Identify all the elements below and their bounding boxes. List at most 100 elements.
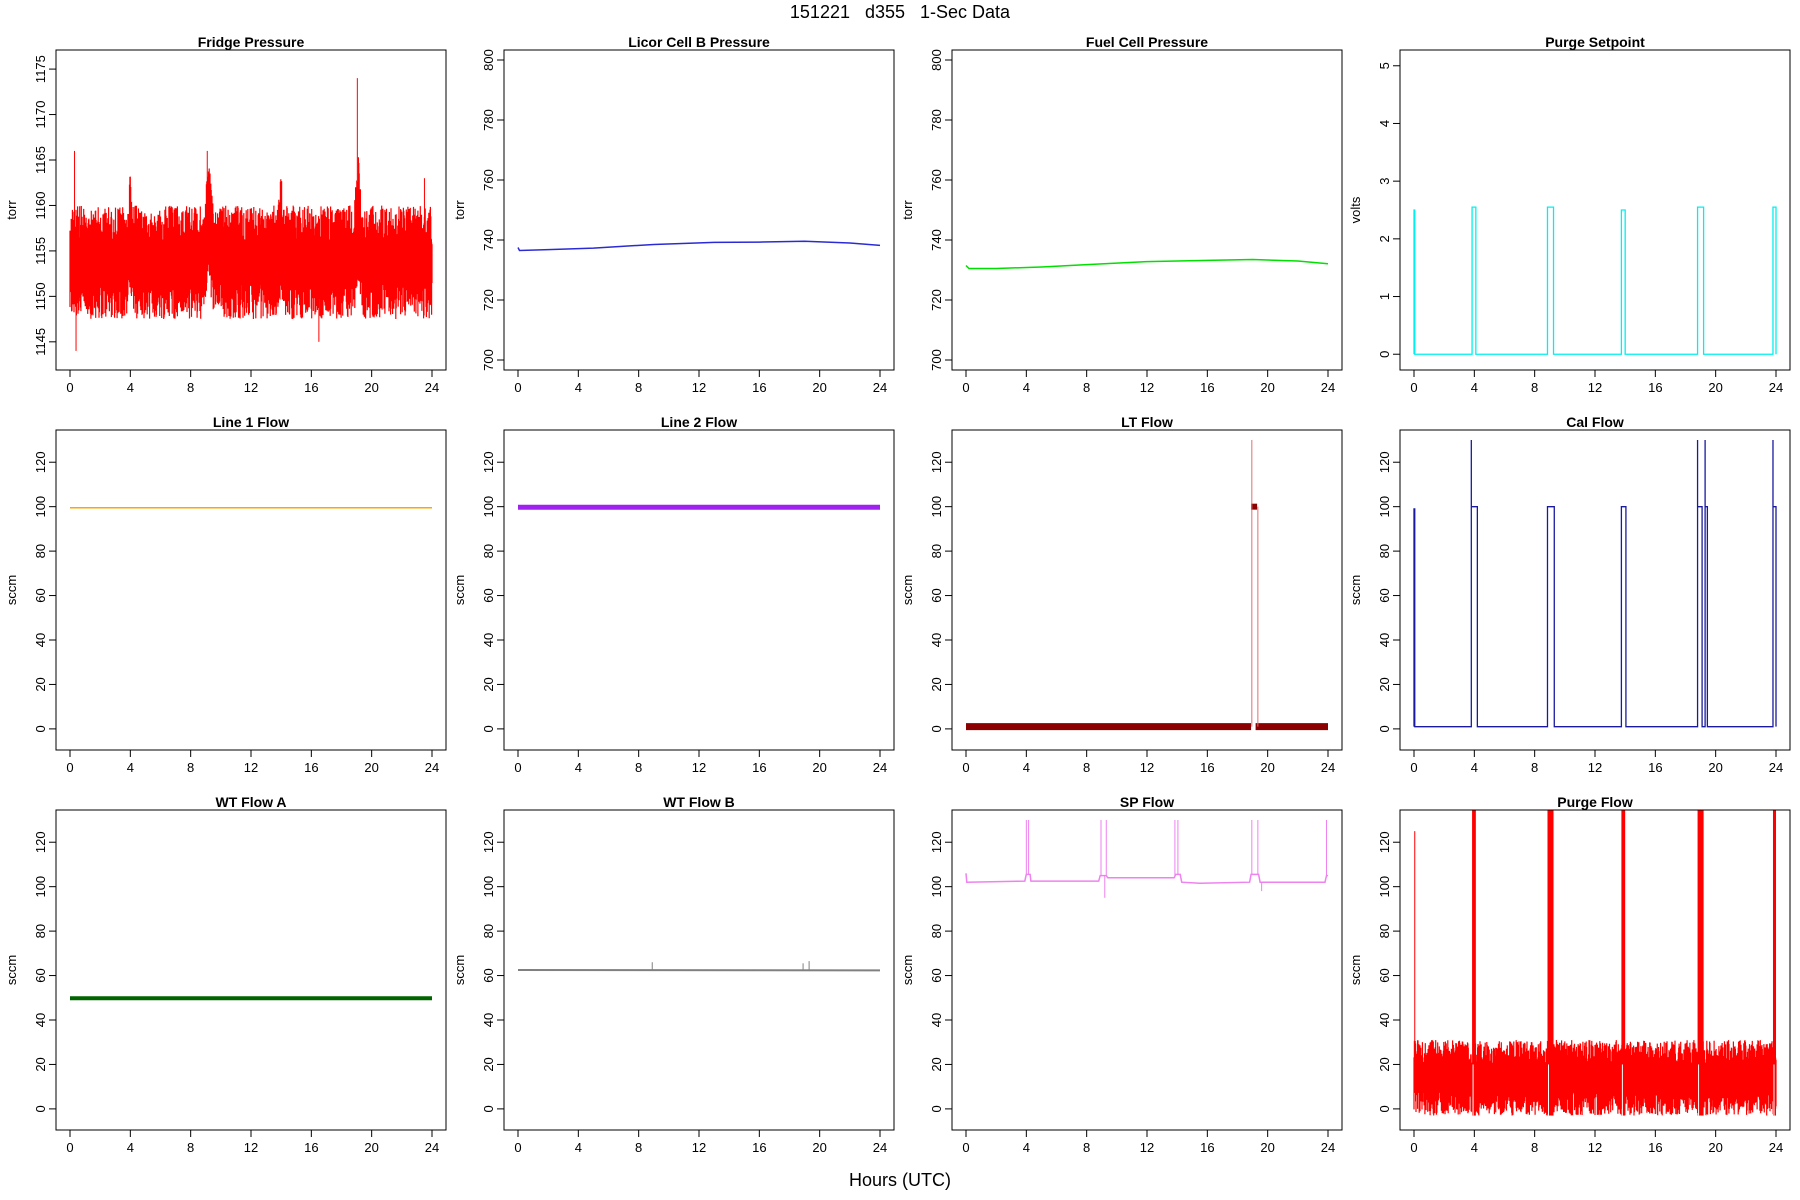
panel-title: Purge Setpoint (1545, 34, 1645, 50)
x-tick-label: 20 (364, 1140, 378, 1155)
plot-area (1413, 206, 1777, 355)
x-tick-label: 16 (752, 760, 766, 775)
y-tick-label: 20 (481, 677, 496, 691)
panel-title: Licor Cell B Pressure (628, 34, 770, 50)
panel-title: WT Flow A (215, 794, 286, 810)
x-tick-label: 24 (1769, 760, 1783, 775)
x-tick-label: 8 (635, 760, 642, 775)
plot-frame (55, 809, 447, 1131)
x-tick-label: 12 (1140, 1140, 1154, 1155)
figure-title: 151221 d355 1-Sec Data (789, 2, 1011, 22)
y-axis-label: sccm (900, 955, 915, 985)
x-tick-label: 12 (1588, 1140, 1602, 1155)
x-tick-label: 20 (1260, 760, 1274, 775)
y-tick-label: 5 (1377, 62, 1392, 69)
x-tick-label: 12 (1588, 760, 1602, 775)
x-tick-label: 4 (575, 380, 582, 395)
y-tick-label: 100 (481, 876, 496, 898)
plot-area (965, 820, 1328, 898)
x-tick-label: 20 (364, 380, 378, 395)
x-tick-label: 8 (1083, 760, 1090, 775)
x-tick-label: 16 (304, 1140, 318, 1155)
x-tick-label: 20 (1708, 1140, 1722, 1155)
y-tick-label: 120 (33, 451, 48, 473)
y-axis-label: sccm (4, 575, 19, 605)
y-tick-label: 20 (33, 677, 48, 691)
plot-area (966, 440, 1328, 731)
y-tick-label: 780 (481, 109, 496, 131)
series-line (965, 258, 1329, 270)
y-tick-label: 60 (1377, 588, 1392, 602)
x-tick-label: 12 (244, 1140, 258, 1155)
panel-title: Fridge Pressure (198, 34, 305, 50)
y-tick-label: 120 (1377, 451, 1392, 473)
plot-frame (55, 429, 447, 751)
y-tick-label: 20 (33, 1057, 48, 1071)
x-tick-label: 20 (812, 1140, 826, 1155)
x-tick-label: 12 (1140, 380, 1154, 395)
x-tick-label: 8 (187, 380, 194, 395)
y-tick-label: 120 (929, 451, 944, 473)
x-tick-label: 0 (66, 380, 73, 395)
y-tick-label: 120 (929, 831, 944, 853)
panel-title: Fuel Cell Pressure (1086, 34, 1208, 50)
x-tick-label: 20 (1260, 380, 1274, 395)
y-tick-label: 80 (929, 924, 944, 938)
x-tick-label: 8 (187, 1140, 194, 1155)
x-tick-label: 24 (1321, 1140, 1335, 1155)
y-tick-label: 60 (929, 588, 944, 602)
plot-area (1413, 810, 1777, 1116)
y-tick-label: 100 (481, 496, 496, 518)
y-tick-label: 800 (929, 49, 944, 71)
panel-cal-flow: Cal Flow 0 4 8 12 16 20 24 0 20 40 60 80 100 120 sccm (1348, 414, 1791, 775)
panel-purge-flow: Purge Flow 0 4 8 12 16 20 24 0 20 40 60 80 100 120 sccm (1348, 794, 1791, 1155)
pulse-line (1413, 206, 1777, 355)
panel-fridge-pressure: Fridge Pressure 0 4 8 12 16 20 24 1145 1150 1155 11… (4, 34, 447, 395)
y-tick-label: 1150 (33, 282, 48, 310)
y-tick-label: 40 (1377, 633, 1392, 647)
x-tick-label: 16 (1648, 760, 1662, 775)
y-tick-label: 1165 (33, 146, 48, 174)
y-tick-label: 40 (33, 633, 48, 647)
x-tick-label: 12 (692, 380, 706, 395)
x-tick-label: 0 (1410, 380, 1417, 395)
y-tick-label: 0 (481, 1105, 496, 1112)
panel-title: Purge Flow (1557, 794, 1633, 810)
plot-frame (951, 809, 1343, 1131)
y-tick-label: 40 (481, 633, 496, 647)
y-tick-label: 1155 (33, 237, 48, 265)
x-tick-label: 4 (1023, 1140, 1030, 1155)
y-axis-label: torr (900, 200, 915, 220)
panel-wt-flow-a: WT Flow A 0 4 8 12 16 20 24 0 20 40 60 80 100 120 sccm (4, 794, 447, 1155)
y-tick-label: 4 (1377, 120, 1392, 127)
x-tick-label: 0 (66, 760, 73, 775)
y-tick-label: 80 (929, 544, 944, 558)
plot-frame (1399, 49, 1791, 371)
y-tick-label: 0 (33, 725, 48, 732)
x-tick-label: 24 (425, 380, 439, 395)
y-tick-label: 40 (1377, 1013, 1392, 1027)
y-tick-label: 40 (481, 1013, 496, 1027)
y-tick-label: 80 (1377, 924, 1392, 938)
y-axis-label: sccm (1348, 955, 1363, 985)
x-tick-label: 0 (962, 380, 969, 395)
y-tick-label: 1175 (33, 55, 48, 83)
y-tick-label: 100 (1377, 876, 1392, 898)
x-tick-label: 24 (873, 380, 887, 395)
y-tick-label: 60 (33, 588, 48, 602)
y-tick-label: 0 (33, 1105, 48, 1112)
y-tick-label: 80 (1377, 544, 1392, 558)
x-tick-label: 20 (364, 760, 378, 775)
plot-area (69, 78, 433, 351)
x-tick-label: 16 (304, 760, 318, 775)
y-tick-label: 100 (929, 876, 944, 898)
x-tick-label: 8 (1083, 1140, 1090, 1155)
y-tick-label: 740 (929, 229, 944, 251)
x-tick-label: 24 (873, 1140, 887, 1155)
panel-title: SP Flow (1120, 794, 1174, 810)
x-tick-label: 4 (575, 1140, 582, 1155)
x-tick-label: 0 (1410, 1140, 1417, 1155)
x-tick-label: 4 (1471, 1140, 1478, 1155)
